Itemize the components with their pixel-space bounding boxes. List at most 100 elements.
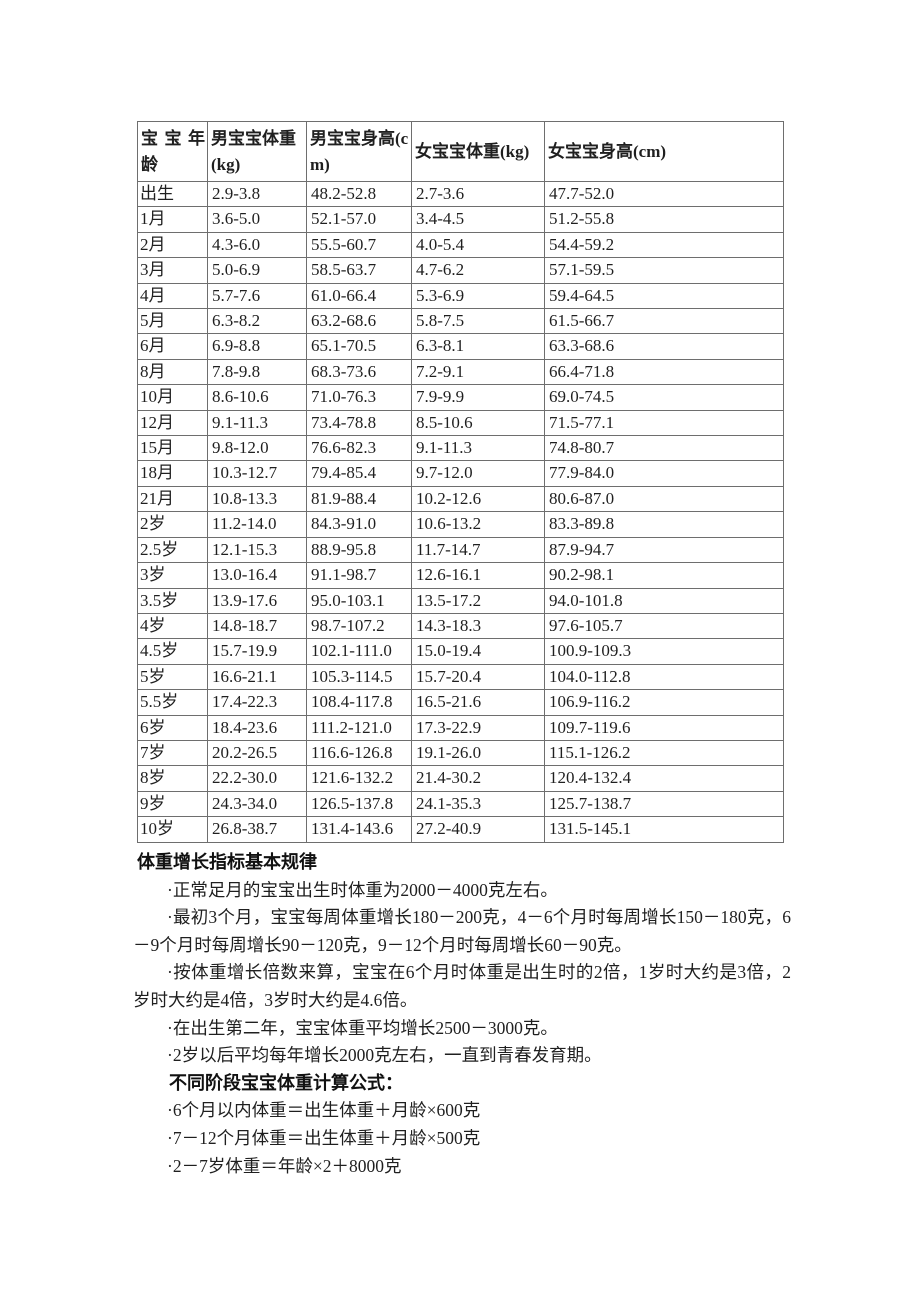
note-paragraph: ·按体重增长倍数来算，宝宝在6个月时体重是出生时的2倍，1岁时大约是3倍，2岁时… — [133, 962, 791, 1010]
range-cell: 13.9-17.6 — [207, 587, 307, 614]
range-cell: 88.9-95.8 — [306, 536, 412, 564]
table-row: 3.5岁 13.9-17.6 95.0-103.1 13.5-17.2 94.0-101… — [137, 587, 784, 614]
age-cell: 6岁 — [137, 714, 208, 741]
age-cell: 2岁 — [137, 511, 208, 538]
table-row: 1月 3.6-5.0 52.1-57.0 3.4-4.5 51.2-55.8 — [137, 206, 784, 233]
table-row: 4.5岁 15.7-19.9 102.1-111.0 15.0-19.4 100.9-1… — [137, 638, 784, 665]
range-cell: 17.4-22.3 — [207, 689, 307, 716]
table-row: 4月 5.7-7.6 61.0-66.4 5.3-6.9 59.4-64.5 — [137, 282, 784, 310]
range-cell: 69.0-74.5 — [544, 384, 784, 411]
table-row: 5.5岁 17.4-22.3 108.4-117.8 16.5-21.6 106.9-1… — [137, 689, 784, 716]
age-cell: 出生 — [137, 180, 208, 208]
range-cell: 6.3-8.1 — [411, 333, 545, 360]
note-paragraph: ·7－12个月体重＝出生体重＋月龄×500克 — [167, 1127, 481, 1148]
note-paragraph: ·2－7岁体重＝年龄×2＋8000克 — [167, 1155, 402, 1176]
range-cell: 4.3-6.0 — [207, 231, 307, 259]
range-cell: 125.7-138.7 — [544, 790, 784, 818]
note-paragraph: ·在出生第二年，宝宝体重平均增长2500－3000克。 — [167, 1017, 558, 1038]
range-cell: 80.6-87.0 — [544, 485, 784, 513]
range-cell: 48.2-52.8 — [306, 180, 412, 208]
age-cell: 12月 — [137, 409, 208, 437]
range-cell: 90.2-98.1 — [544, 562, 784, 589]
age-cell: 5月 — [137, 308, 208, 335]
range-cell: 9.1-11.3 — [207, 409, 307, 437]
range-cell: 20.2-26.5 — [207, 739, 307, 767]
age-cell: 3月 — [137, 257, 208, 284]
column-header: 宝宝年龄 — [137, 121, 208, 182]
range-cell: 27.2-40.9 — [411, 816, 545, 843]
table-row: 3岁 13.0-16.4 91.1-98.7 12.6-16.1 90.2-98.1 — [137, 562, 784, 589]
table-row: 18月 10.3-12.7 79.4-85.4 9.7-12.0 77.9-84.0 — [137, 460, 784, 487]
age-cell: 3.5岁 — [137, 587, 208, 614]
table-row: 5月 6.3-8.2 63.2-68.6 5.8-7.5 61.5-66.7 — [137, 308, 784, 335]
range-cell: 15.7-20.4 — [411, 663, 545, 691]
range-cell: 102.1-111.0 — [306, 638, 412, 665]
range-cell: 131.5-145.1 — [544, 816, 784, 843]
note-paragraph: ·最初3个月，宝宝每周体重增长180－200克，4－6个月时每周增长150－18… — [133, 907, 791, 955]
range-cell: 4.0-5.4 — [411, 231, 545, 259]
age-cell: 2月 — [137, 231, 208, 259]
table-row: 8岁 22.2-30.0 121.6-132.2 21.4-30.2 120.4-132… — [137, 765, 784, 792]
range-cell: 87.9-94.7 — [544, 536, 784, 564]
column-header: 女宝宝体重(kg) — [411, 121, 545, 182]
range-cell: 6.9-8.8 — [207, 333, 307, 360]
age-cell: 4岁 — [137, 612, 208, 640]
range-cell: 108.4-117.8 — [306, 689, 412, 716]
range-cell: 115.1-126.2 — [544, 739, 784, 767]
range-cell: 10.3-12.7 — [207, 460, 307, 487]
note-paragraph: ·2岁以后平均每年增长2000克左右，一直到青春发育期。 — [167, 1045, 602, 1066]
range-cell: 5.7-7.6 — [207, 282, 307, 310]
range-cell: 15.0-19.4 — [411, 638, 545, 665]
range-cell: 3.4-4.5 — [411, 206, 545, 233]
range-cell: 11.2-14.0 — [207, 511, 307, 538]
range-cell: 74.8-80.7 — [544, 435, 784, 462]
notes-heading-weight-formula: 不同阶段宝宝体重计算公式： — [169, 1072, 403, 1094]
column-header: 男宝宝体重(kg) — [207, 121, 307, 182]
range-cell: 54.4-59.2 — [544, 231, 784, 259]
table-row: 6月 6.9-8.8 65.1-70.5 6.3-8.1 63.3-68.6 — [137, 333, 784, 360]
age-cell: 7岁 — [137, 739, 208, 767]
table-header-row: 宝宝年龄 男宝宝体重(kg) 男宝宝身高(cm) 女宝宝体重(kg) 女宝宝身高(cm) — [137, 121, 784, 182]
range-cell: 83.3-89.8 — [544, 511, 784, 538]
range-cell: 10.6-13.2 — [411, 511, 545, 538]
range-cell: 105.3-114.5 — [306, 663, 412, 691]
table-row: 2月 4.3-6.0 55.5-60.7 4.0-5.4 54.4-59.2 — [137, 231, 784, 259]
table-row: 15月 9.8-12.0 76.6-82.3 9.1-11.3 74.8-80.7 — [137, 435, 784, 462]
range-cell: 17.3-22.9 — [411, 714, 545, 741]
range-cell: 126.5-137.8 — [306, 790, 412, 818]
range-cell: 21.4-30.2 — [411, 765, 545, 792]
range-cell: 111.2-121.0 — [306, 714, 412, 741]
range-cell: 10.2-12.6 — [411, 485, 545, 513]
range-cell: 22.2-30.0 — [207, 765, 307, 792]
table-row: 9岁 24.3-34.0 126.5-137.8 24.1-35.3 125.7-138… — [137, 790, 784, 818]
range-cell: 57.1-59.5 — [544, 257, 784, 284]
range-cell: 13.5-17.2 — [411, 587, 545, 614]
range-cell: 76.6-82.3 — [306, 435, 412, 462]
range-cell: 4.7-6.2 — [411, 257, 545, 284]
baby-growth-table: 宝宝年龄 男宝宝体重(kg) 男宝宝身高(cm) 女宝宝体重(kg) 女宝宝身高(cm)… — [137, 121, 784, 843]
range-cell: 95.0-103.1 — [306, 587, 412, 614]
note-paragraph: ·正常足月的宝宝出生时体重为2000－4000克左右。 — [167, 879, 558, 900]
range-cell: 84.3-91.0 — [306, 511, 412, 538]
range-cell: 109.7-119.6 — [544, 714, 784, 741]
range-cell: 58.5-63.7 — [306, 257, 412, 284]
growth-rules-list: ·正常足月的宝宝出生时体重为2000－4000克左右。 ·最初3个月，宝宝每周体重… — [133, 877, 791, 1070]
range-cell: 9.7-12.0 — [411, 460, 545, 487]
table-row: 8月 7.8-9.8 68.3-73.6 7.2-9.1 66.4-71.8 — [137, 358, 784, 386]
range-cell: 81.9-88.4 — [306, 485, 412, 513]
range-cell: 5.8-7.5 — [411, 308, 545, 335]
range-cell: 98.7-107.2 — [306, 612, 412, 640]
table-row: 21月 10.8-13.3 81.9-88.4 10.2-12.6 80.6-87.0 — [137, 485, 784, 513]
age-cell: 4月 — [137, 282, 208, 310]
range-cell: 63.3-68.6 — [544, 333, 784, 360]
range-cell: 79.4-85.4 — [306, 460, 412, 487]
range-cell: 6.3-8.2 — [207, 308, 307, 335]
range-cell: 7.2-9.1 — [411, 358, 545, 386]
range-cell: 71.5-77.1 — [544, 409, 784, 437]
range-cell: 3.6-5.0 — [207, 206, 307, 233]
table-row: 出生 2.9-3.8 48.2-52.8 2.7-3.6 47.7-52.0 — [137, 180, 784, 208]
table-row: 5岁 16.6-21.1 105.3-114.5 15.7-20.4 104.0-112… — [137, 663, 784, 691]
range-cell: 7.9-9.9 — [411, 384, 545, 411]
table-row: 10月 8.6-10.6 71.0-76.3 7.9-9.9 69.0-74.5 — [137, 384, 784, 411]
